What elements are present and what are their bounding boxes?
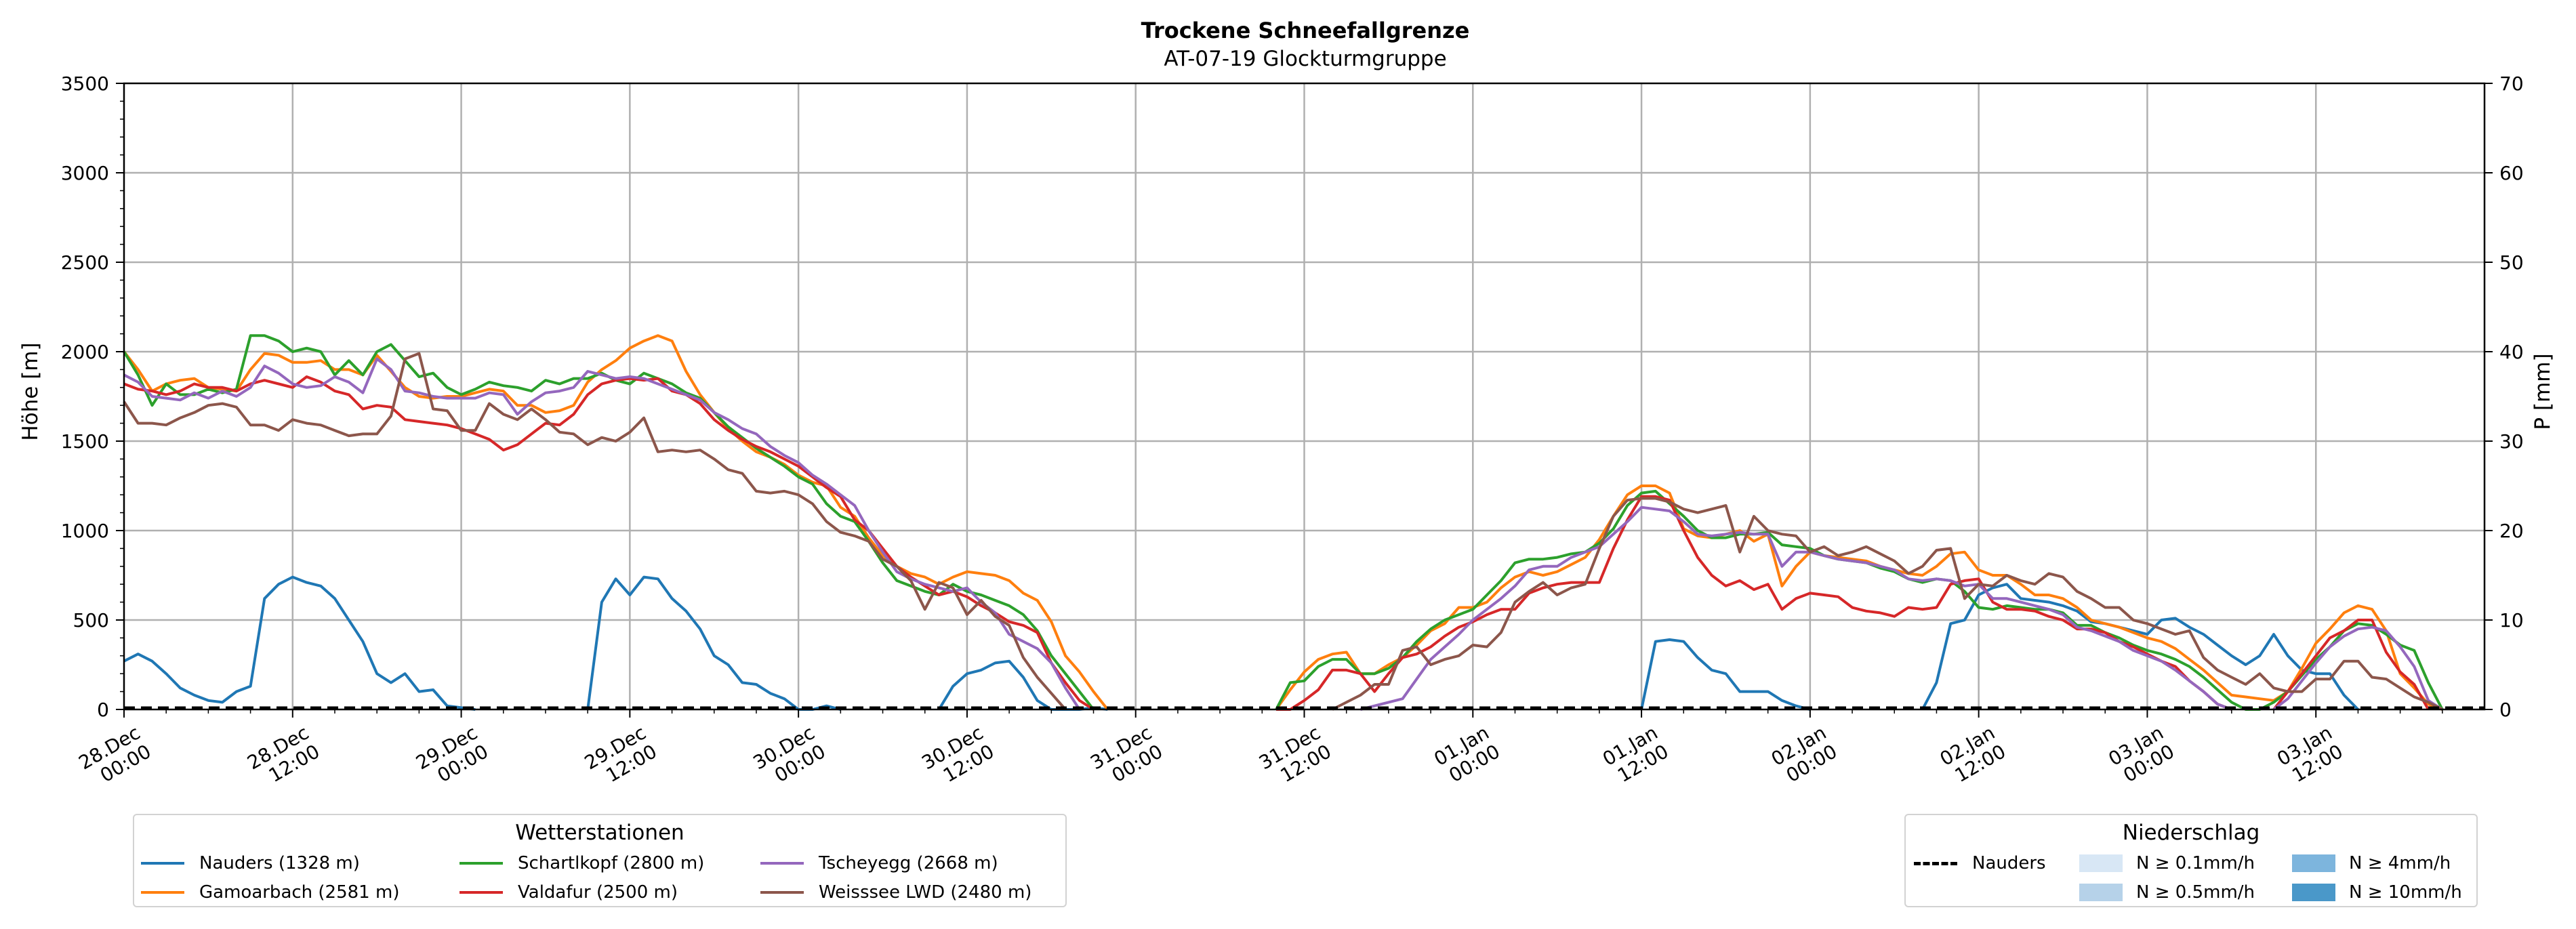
y-tick-label: 2000 — [61, 341, 109, 363]
legend-item-bin-0: N ≥ 0.1mm/h — [2079, 853, 2255, 873]
x-tick-label: 31.Dec12:00 — [1255, 721, 1335, 793]
legend-item-nauders: Nauders (1328 m) — [141, 853, 360, 873]
legend-label-gamoarbach: Gamoarbach (2581 m) — [199, 882, 400, 903]
legend-swatch-bin-2 — [2292, 854, 2335, 872]
stations-legend: Wetterstationen Nauders (1328 m) Gamoarb… — [133, 814, 1067, 907]
legend-swatch-nauders — [141, 862, 184, 865]
legend-label-nauders-precip: Nauders — [1972, 853, 2046, 873]
legend-swatch-tscheyegg — [760, 862, 804, 865]
x-tick-label: 01.Jan12:00 — [1599, 721, 1672, 789]
series-line-tscheyegg — [123, 357, 2443, 711]
precipitation-legend-title: Niederschlag — [2122, 821, 2260, 845]
x-tick-label: 31.Dec00:00 — [1086, 721, 1166, 793]
y2-axis-label: P [mm] — [2531, 353, 2555, 430]
series-line-weisssee — [123, 352, 2443, 711]
x-tick-label: 30.Dec12:00 — [918, 721, 998, 793]
legend-label-bin-1: N ≥ 0.5mm/h — [2136, 882, 2255, 903]
x-tick-label: 02.Jan12:00 — [1936, 721, 2009, 789]
legend-item-nauders-precip: Nauders — [1914, 853, 2046, 873]
precipitation-legend: Niederschlag Nauders N ≥ 0.1mm/h N ≥ 0.5… — [1904, 814, 2478, 907]
legend-item-bin-2: N ≥ 4mm/h — [2292, 853, 2451, 873]
y2-tick-label: 30 — [2499, 430, 2524, 453]
x-tick-label: 29.Dec00:00 — [412, 721, 492, 793]
legend-item-valdafur: Valdafur (2500 m) — [459, 882, 678, 903]
legend-swatch-gamoarbach — [141, 891, 184, 894]
y2-tick-label: 40 — [2499, 341, 2524, 363]
series-line-valdafur — [123, 375, 2430, 711]
grid — [124, 83, 2485, 709]
legend-item-schartlkopf: Schartlkopf (2800 m) — [459, 853, 704, 873]
x-tick-label: 28.Dec00:00 — [75, 721, 155, 793]
plot-frame — [123, 82, 2486, 711]
y2-tick-label: 0 — [2499, 699, 2512, 721]
legend-swatch-weisssee — [760, 891, 804, 894]
legend-item-bin-1: N ≥ 0.5mm/h — [2079, 882, 2255, 903]
legend-swatch-bin-1 — [2079, 884, 2123, 901]
y-axis-label: Höhe [m] — [18, 342, 43, 440]
legend-swatch-bin-3 — [2292, 884, 2335, 901]
x-tick-label: 03.Jan00:00 — [2104, 721, 2178, 789]
x-tick-label: 29.Dec12:00 — [581, 721, 661, 793]
y2-tick-label: 10 — [2499, 609, 2524, 632]
y2-tick-label: 60 — [2499, 162, 2524, 184]
legend-item-weisssee: Weisssee LWD (2480 m) — [760, 882, 1031, 903]
series-line-gamoarbach — [123, 334, 2443, 711]
legend-label-tscheyegg: Tscheyegg (2668 m) — [819, 853, 998, 873]
x-tick-label: 03.Jan12:00 — [2273, 721, 2346, 789]
chart-title: Trockene Schneefallgrenze — [1141, 18, 1470, 43]
legend-item-gamoarbach: Gamoarbach (2581 m) — [141, 882, 399, 903]
x-tick-label: 01.Jan00:00 — [1430, 721, 1503, 789]
y-tick-label: 500 — [73, 609, 109, 632]
y2-tick-label: 70 — [2499, 73, 2524, 95]
y2-tick-label: 50 — [2499, 251, 2524, 274]
legend-swatch-schartlkopf — [459, 862, 503, 865]
series-line-schartlkopf — [123, 334, 2444, 711]
legend-label-bin-0: N ≥ 0.1mm/h — [2136, 853, 2255, 873]
x-tick-label: 28.Dec12:00 — [243, 721, 323, 793]
x-tick-label: 30.Dec00:00 — [750, 721, 830, 793]
legend-label-schartlkopf: Schartlkopf (2800 m) — [518, 853, 705, 873]
legend-swatch-valdafur — [459, 891, 503, 894]
x-tick-label: 02.Jan00:00 — [1767, 721, 1841, 789]
y-tick-label: 1500 — [61, 430, 109, 453]
y-tick-label: 0 — [97, 699, 109, 721]
legend-label-weisssee: Weisssee LWD (2480 m) — [819, 882, 1032, 903]
stations-legend-title: Wetterstationen — [515, 821, 684, 845]
y-tick-label: 3000 — [61, 162, 109, 184]
legend-item-bin-3: N ≥ 10mm/h — [2292, 882, 2462, 903]
legend-swatch-bin-0 — [2079, 854, 2123, 872]
legend-label-valdafur: Valdafur (2500 m) — [518, 882, 678, 903]
legend-item-tscheyegg: Tscheyegg (2668 m) — [760, 853, 998, 873]
axes: 0 0 500 10 1000 20 1500 30 2000 40 2500 50 3000 60 350… — [61, 73, 2524, 793]
legend-label-bin-3: N ≥ 10mm/h — [2349, 882, 2462, 903]
series-line-nauders — [123, 575, 2359, 711]
y2-tick-label: 20 — [2499, 520, 2524, 542]
legend-label-nauders: Nauders (1328 m) — [199, 853, 360, 873]
y-tick-label: 1000 — [61, 520, 109, 542]
y-tick-label: 2500 — [61, 251, 109, 274]
legend-label-bin-2: N ≥ 4mm/h — [2349, 853, 2451, 873]
legend-swatch-nauders-precip — [1914, 861, 1957, 865]
chart-subtitle: AT-07-19 Glockturmgruppe — [1164, 47, 1446, 71]
y-tick-label: 3500 — [61, 73, 109, 95]
